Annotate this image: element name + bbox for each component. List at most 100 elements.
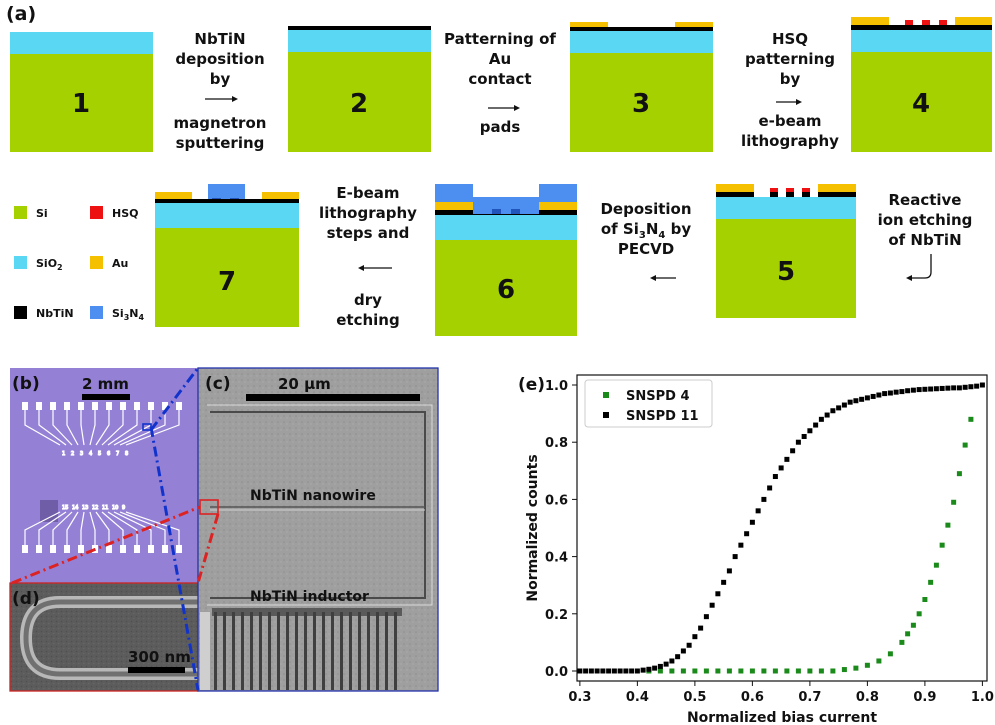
step-number-7: 7: [218, 267, 236, 297]
svg-text:dry: dry: [354, 291, 382, 309]
data-point-series-2: [749, 519, 755, 525]
data-point-series-2: [715, 591, 721, 597]
y-tick-label: 1.0: [545, 379, 568, 394]
data-point-series-1: [899, 639, 905, 645]
legend-swatch-sio2: [14, 256, 27, 269]
data-point-series-2: [922, 386, 928, 392]
panel-label-e: (e): [518, 375, 545, 395]
data-point-series-1: [956, 471, 962, 477]
data-point-series-2: [617, 668, 623, 674]
data-point-series-1: [951, 499, 957, 505]
data-point-series-2: [692, 634, 698, 640]
svg-text:NbTiN: NbTiN: [194, 30, 245, 48]
svg-text:pads: pads: [480, 118, 521, 136]
data-point-series-2: [606, 668, 612, 674]
zoom-line-blue: [149, 426, 200, 691]
data-point-series-2: [807, 428, 813, 434]
data-point-series-2: [594, 668, 600, 674]
chip-pad-number: 3: [80, 451, 83, 457]
data-point-series-2: [784, 456, 790, 462]
step-text-4: Reactive ion etching of NbTiN: [878, 191, 972, 281]
data-point-series-1: [939, 542, 945, 548]
data-point-series-2: [611, 668, 617, 674]
x-tick-label: 0.7: [798, 690, 821, 705]
data-point-series-2: [801, 433, 807, 439]
material-legend: Si HSQ SiO2 Au NbTiN Si3N4: [14, 206, 145, 322]
data-point-series-2: [738, 542, 744, 548]
step-text-2: Patterning of Au contact pads: [444, 30, 556, 136]
data-point-series-1: [864, 662, 870, 668]
data-point-series-2: [818, 416, 824, 422]
data-point-series-2: [813, 422, 819, 428]
scale-label-d: 300 nm: [128, 648, 191, 666]
svg-text:E-beam: E-beam: [336, 184, 399, 202]
data-point-series-1: [830, 668, 836, 674]
legend-swatch-si: [14, 206, 27, 219]
data-point-series-2: [974, 383, 980, 389]
chip-pad-number: 6: [107, 451, 110, 457]
data-point-series-2: [744, 531, 750, 537]
x-tick-label: 1.0: [971, 690, 994, 705]
svg-text:by: by: [210, 70, 231, 88]
data-point-series-2: [790, 448, 796, 454]
data-point-series-2: [698, 625, 704, 631]
step-number-5: 5: [777, 257, 795, 287]
chip-pad-number: 9: [122, 505, 125, 511]
x-tick-label: 0.8: [856, 690, 879, 705]
data-point-series-1: [887, 651, 893, 657]
data-point-series-2: [841, 402, 847, 408]
data-point-series-2: [795, 439, 801, 445]
data-point-series-2: [623, 668, 629, 674]
step-text-6: E-beam lithography steps and dry etching: [319, 184, 417, 329]
y-tick-label: 0.4: [545, 551, 568, 566]
stack-4: 4: [851, 17, 992, 152]
data-point-series-1: [749, 668, 755, 674]
data-point-series-2: [726, 568, 732, 574]
data-point-series-2: [859, 396, 865, 402]
svg-text:magnetron: magnetron: [174, 114, 267, 132]
stack-3: 3: [570, 22, 713, 152]
panel-label-b: (b): [12, 374, 40, 394]
data-point-series-2: [887, 390, 893, 396]
legend-label-si: Si: [36, 207, 48, 220]
data-point-series-2: [933, 386, 939, 392]
step-number-4: 4: [912, 89, 930, 119]
data-point-series-2: [962, 384, 968, 390]
data-point-series-2: [893, 389, 899, 395]
stack-6: 6: [435, 184, 577, 336]
data-point-series-1: [703, 668, 709, 674]
data-point-series-1: [933, 562, 939, 568]
data-point-series-2: [732, 554, 738, 560]
data-point-series-2: [646, 666, 652, 672]
scale-bar-c: [246, 394, 420, 401]
legend-swatch-au: [90, 256, 103, 269]
data-point-series-1: [905, 631, 911, 637]
svg-text:lithography: lithography: [319, 204, 417, 222]
data-point-series-2: [899, 389, 905, 395]
data-point-series-1: [853, 665, 859, 671]
svg-text:Deposition: Deposition: [600, 200, 691, 218]
data-point-series-2: [577, 668, 583, 674]
inductor-label: NbTiN inductor: [250, 589, 369, 605]
chip-pad-number: 13: [82, 505, 88, 511]
zoom-line-blue: [149, 367, 200, 431]
data-point-series-1: [807, 668, 813, 674]
step-text-3: HSQ patterning by e-beam lithography: [741, 30, 839, 150]
step-text-5: Deposition of Si3N4 by PECVD: [600, 200, 692, 281]
stack-1: 1: [10, 32, 153, 152]
data-point-series-1: [841, 667, 847, 673]
legend-label-sio2: SiO2: [36, 257, 63, 272]
panel-label-a: (a): [6, 3, 36, 25]
y-tick-label: 0.2: [545, 608, 568, 623]
legend-label-nbtin: NbTiN: [36, 307, 74, 320]
data-point-series-2: [669, 658, 675, 664]
chip-pad-number: 4: [89, 451, 92, 457]
chip-pad-number: 8: [125, 451, 128, 457]
svg-text:HSQ: HSQ: [772, 30, 808, 48]
svg-text:of Si3N4 by: of Si3N4 by: [601, 220, 691, 241]
x-tick-label: 0.9: [913, 690, 936, 705]
y-tick-label: 0.6: [545, 493, 568, 508]
data-point-series-1: [922, 596, 928, 602]
data-point-series-2: [882, 391, 888, 397]
data-point-series-2: [928, 386, 934, 392]
